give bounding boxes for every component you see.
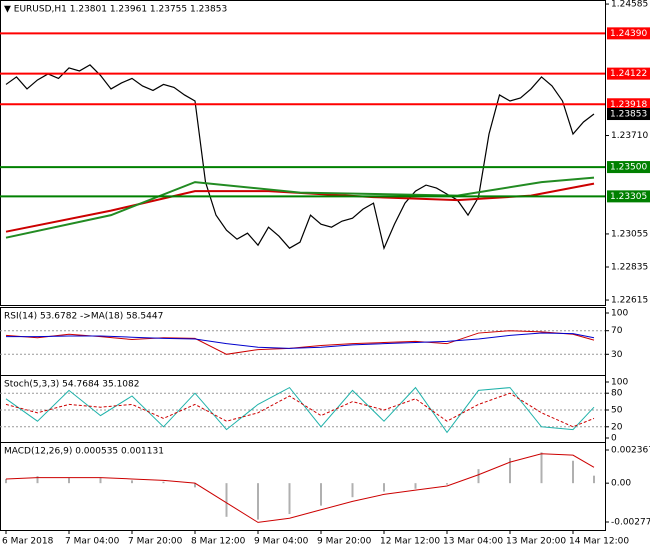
series-line xyxy=(5,330,595,355)
y-tick-label: 1.23055 xyxy=(611,229,648,239)
histogram-bar xyxy=(257,483,259,520)
x-tick-label: 7 Mar 04:00 xyxy=(65,537,120,547)
panel-title: RSI(14) 53.6782 ->MA(18) 58.5447 xyxy=(4,312,163,322)
x-tick-label: 7 Mar 20:00 xyxy=(128,537,183,547)
x-tick-label: 13 Mar 20:00 xyxy=(506,537,566,547)
histogram-bar xyxy=(383,483,385,492)
level-label: 1.24122 xyxy=(610,69,647,79)
y-tick-label: 1.23710 xyxy=(611,131,648,141)
y-tick-label: -0.002771 xyxy=(611,518,650,528)
x-tick-label: 9 Mar 20:00 xyxy=(317,537,372,547)
histogram-bar xyxy=(477,469,480,484)
panel-title: Stoch(5,3,3) 54.7684 35.1082 xyxy=(4,380,139,390)
series-line xyxy=(6,332,595,349)
level-label-bg xyxy=(607,190,650,203)
level-label-bg xyxy=(607,98,650,111)
x-tick-label: 14 Mar 12:00 xyxy=(569,537,629,547)
histogram-bar xyxy=(540,452,543,484)
y-tick-label: 1.24585 xyxy=(611,0,648,10)
histogram-bar xyxy=(68,477,70,484)
y-tick-label: 20 xyxy=(611,422,623,432)
y-tick-label: 70 xyxy=(611,326,623,336)
x-tick-label: 6 Mar 2018 xyxy=(2,537,54,547)
histogram-bar xyxy=(225,483,228,517)
series-line xyxy=(5,386,595,434)
y-tick-label: 0.002367 xyxy=(611,446,650,456)
y-tick-label: 80 xyxy=(611,389,623,399)
histogram-bar xyxy=(131,480,133,484)
histogram-bar xyxy=(572,460,574,484)
level-label: 1.23918 xyxy=(610,100,647,110)
y-tick-label: 0 xyxy=(611,434,617,444)
y-tick-label: 100 xyxy=(611,378,628,388)
y-tick-label: 100 xyxy=(611,309,628,319)
x-tick-label: 9 Mar 04:00 xyxy=(254,537,309,547)
histogram-bar xyxy=(194,483,196,488)
y-tick-label: 1.22835 xyxy=(611,262,648,272)
histogram-bar xyxy=(5,478,7,484)
panel-title: ▼ EURUSD,H1 1.23801 1.23961 1.23755 1.23… xyxy=(4,5,227,15)
series-line xyxy=(5,64,595,251)
level-label-bg xyxy=(607,67,650,80)
histogram-bar xyxy=(509,457,511,484)
y-tick-label: 30 xyxy=(611,350,623,360)
x-tick-label: 12 Mar 12:00 xyxy=(380,537,440,547)
series-line xyxy=(5,453,595,523)
x-tick-label: 13 Mar 04:00 xyxy=(443,537,503,547)
histogram-bar xyxy=(162,481,165,484)
panel-title: MACD(12,26,9) 0.000535 0.001131 xyxy=(4,447,164,457)
histogram-bar xyxy=(446,483,448,485)
histogram-bar xyxy=(99,477,102,484)
x-tick-label: 8 Mar 12:00 xyxy=(191,537,246,547)
level-label-bg xyxy=(607,161,650,174)
histogram-bar xyxy=(288,483,291,514)
last-price-bg xyxy=(607,108,650,121)
histogram-bar xyxy=(351,483,354,498)
histogram-bar xyxy=(320,483,322,506)
y-tick-label: 1.22615 xyxy=(611,296,648,306)
level-label-bg xyxy=(607,27,650,40)
histogram-bar xyxy=(36,476,39,484)
level-label: 1.24390 xyxy=(610,29,647,39)
y-tick-label: 50 xyxy=(611,406,623,416)
histogram-bar xyxy=(414,483,417,489)
histogram-bar xyxy=(593,475,595,484)
y-tick-label: 0.00 xyxy=(611,479,631,489)
panel-frame xyxy=(0,0,606,306)
level-label: 1.23500 xyxy=(610,163,647,173)
last-price-label: 1.23853 xyxy=(610,110,647,120)
series-line xyxy=(5,392,595,428)
panel-frame xyxy=(0,442,606,531)
series-line xyxy=(5,176,595,239)
level-label: 1.23305 xyxy=(610,192,647,202)
series-line xyxy=(5,182,595,233)
